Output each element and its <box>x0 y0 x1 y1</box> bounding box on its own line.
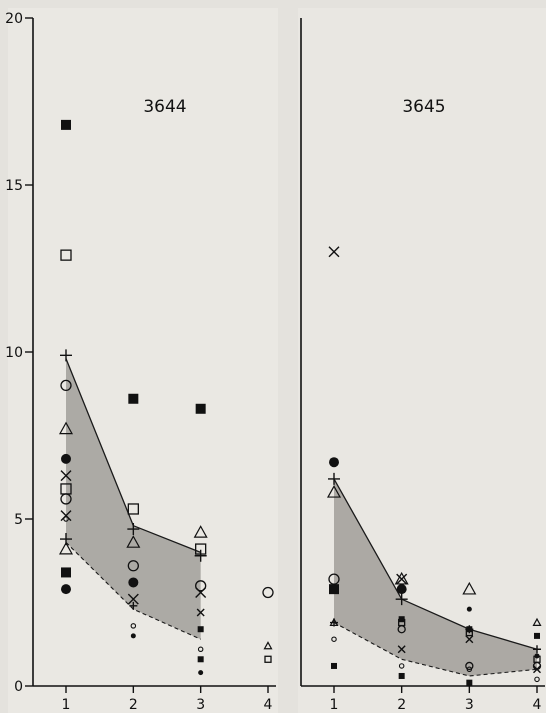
shaded-band <box>66 358 201 640</box>
open-circle-marker <box>465 661 474 671</box>
x-tick-label: 1 <box>330 697 339 713</box>
filled-square-marker <box>466 679 473 686</box>
filled-circle-marker <box>61 453 71 464</box>
open-triangle-marker <box>126 535 141 548</box>
filled-square-marker <box>195 403 206 414</box>
open-triangle-marker <box>329 617 339 626</box>
cross-marker <box>60 470 72 482</box>
filled-circle-marker <box>396 584 407 595</box>
cross-marker <box>397 645 406 654</box>
filled-square-marker <box>61 119 71 130</box>
open-triangle-marker <box>326 485 342 498</box>
y-tick-label: 0 <box>14 679 23 695</box>
cross-marker <box>328 246 340 258</box>
filled-square-marker <box>331 662 337 669</box>
open-circle-marker <box>60 493 72 505</box>
x-tick-label: 2 <box>397 697 406 713</box>
plus-marker <box>194 549 207 562</box>
y-tick-label: 20 <box>5 11 23 27</box>
open-square-marker <box>60 249 72 261</box>
upper-boundary-line <box>333 478 538 650</box>
small-open-circle-marker <box>466 666 473 673</box>
x-tick-label: 4 <box>264 697 273 713</box>
filled-circle-marker <box>128 577 139 588</box>
small-open-circle-marker <box>197 646 204 653</box>
filled-circle-marker <box>466 606 472 612</box>
panel-3644: 0 5 10 15 20 1 2 3 4 3644 <box>5 11 276 713</box>
plus-marker <box>395 593 408 606</box>
cross-marker <box>533 665 541 674</box>
open-triangle-marker <box>532 617 542 626</box>
filled-circle-marker <box>61 584 71 595</box>
plus-marker <box>60 349 72 362</box>
cross-marker <box>465 635 474 644</box>
filled-square-marker <box>197 626 204 633</box>
open-triangle-marker <box>394 571 409 585</box>
open-triangle-marker <box>58 541 74 555</box>
open-circle-marker <box>262 586 274 599</box>
plus-marker <box>328 472 340 485</box>
cross-marker <box>396 573 408 585</box>
plus-marker <box>129 601 138 610</box>
cross-marker <box>60 510 72 522</box>
y-tick-label: 10 <box>5 345 23 361</box>
panel-title: 3645 <box>402 97 445 117</box>
open-triangle-marker <box>462 581 477 595</box>
small-open-circle-marker <box>534 676 540 683</box>
open-triangle-marker <box>193 525 208 538</box>
filled-square-marker <box>534 632 540 639</box>
cross-marker <box>127 593 139 605</box>
lower-boundary-line <box>333 622 538 677</box>
plus-marker <box>465 625 474 634</box>
open-circle-marker <box>397 625 406 634</box>
small-open-circle-marker <box>130 623 137 629</box>
open-circle-marker <box>127 560 139 572</box>
open-triangle-marker <box>263 641 273 650</box>
filled-square-marker <box>61 567 71 578</box>
x-tick-label: 1 <box>62 697 71 713</box>
open-circle-marker <box>60 379 72 392</box>
x-tick-label: 4 <box>533 697 542 713</box>
open-square-marker <box>264 655 272 663</box>
x-tick-label: 3 <box>465 697 474 713</box>
x-tick-label: 3 <box>196 697 205 713</box>
open-circle-marker <box>195 580 207 592</box>
filled-circle-marker <box>198 670 204 676</box>
filled-circle-marker <box>130 633 136 639</box>
open-square-marker <box>127 503 139 515</box>
open-circle-marker <box>328 573 340 585</box>
panel-3645: 1 2 3 4 3645 <box>300 18 545 713</box>
small-open-circle-marker <box>398 663 405 669</box>
y-tick-label: 5 <box>14 512 23 528</box>
y-tick-label: 15 <box>5 178 23 194</box>
plus-marker <box>533 645 541 654</box>
filled-circle-marker <box>534 653 540 659</box>
panel-title: 3644 <box>143 97 186 117</box>
filled-square-marker <box>398 672 405 679</box>
shaded-band <box>334 478 537 676</box>
filled-circle-marker <box>329 457 339 468</box>
filled-square-marker <box>329 584 339 595</box>
cross-marker <box>195 586 207 598</box>
open-triangle-marker <box>58 421 74 435</box>
plus-marker <box>127 523 140 536</box>
small-open-circle-marker <box>331 636 337 642</box>
filled-square-marker <box>128 393 139 404</box>
cross-marker <box>196 608 205 617</box>
filled-square-marker <box>197 656 204 663</box>
x-tick-label: 2 <box>129 697 138 713</box>
small-open-circle-marker <box>63 516 69 522</box>
